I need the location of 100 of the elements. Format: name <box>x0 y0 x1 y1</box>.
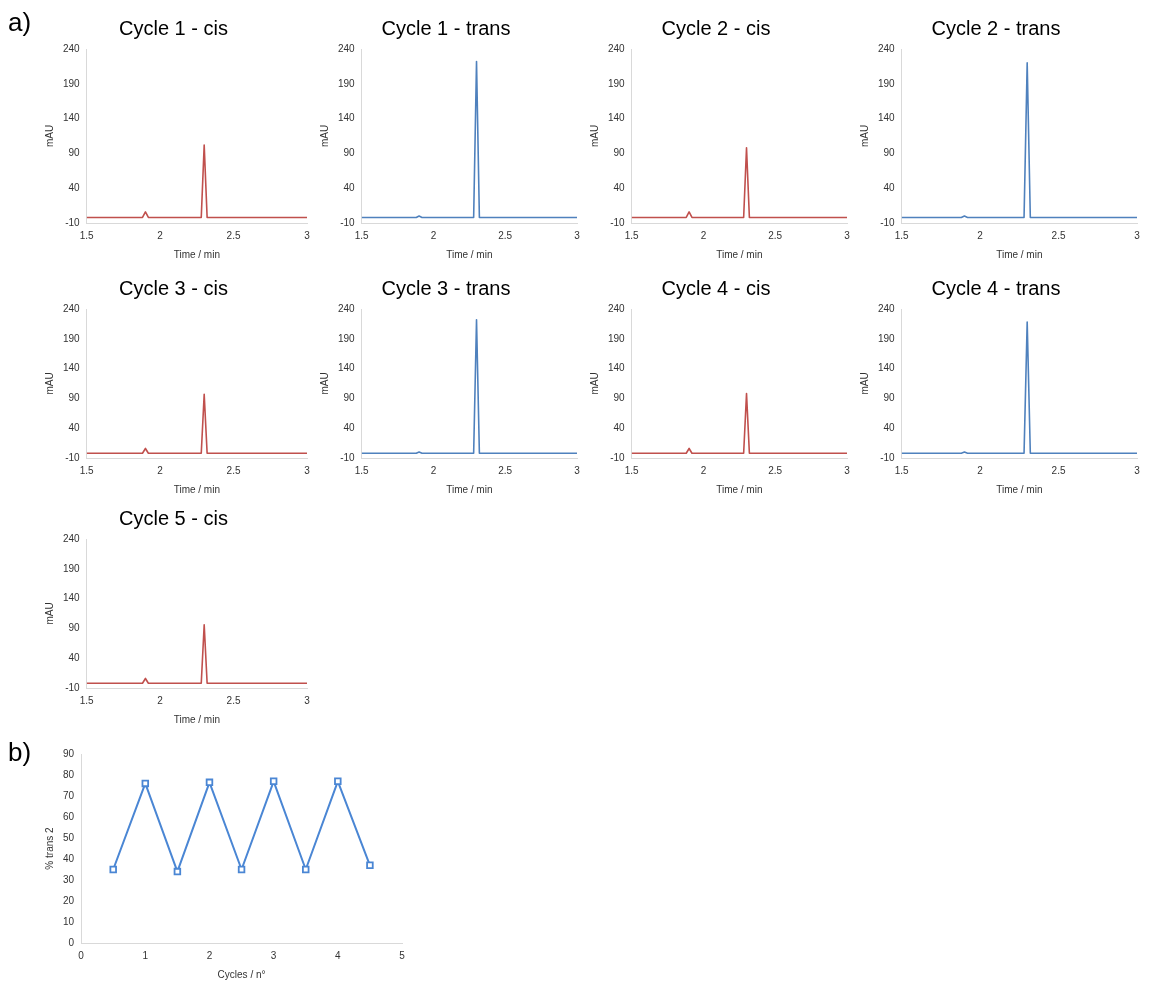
x-tick-label: 2 <box>157 464 164 476</box>
y-tick-label: 190 <box>878 77 896 89</box>
x-tick-label: 2.5 <box>226 694 241 706</box>
y-tick-label: -10 <box>340 451 356 463</box>
y-tick-label: 90 <box>883 147 896 159</box>
y-tick-label: 240 <box>878 42 896 54</box>
y-tick-label: -10 <box>65 681 81 693</box>
chart-title: Cycle 5 - cis <box>119 506 228 529</box>
y-tick-label: 90 <box>343 147 356 159</box>
text: b) <box>8 737 32 768</box>
x-tick-label: 2.5 <box>226 229 241 241</box>
y-tick-label: 30 <box>63 873 75 885</box>
y-axis-title: mAU <box>858 372 870 395</box>
y-tick-label: 240 <box>63 302 81 314</box>
y-tick-label: 240 <box>63 42 81 54</box>
y-tick-label: 50 <box>63 831 75 843</box>
x-tick-label: 2.5 <box>1051 464 1066 476</box>
y-tick-label: 40 <box>343 421 356 433</box>
x-tick-label: 4 <box>335 949 342 961</box>
y-tick-label: 240 <box>608 302 626 314</box>
y-tick-label: 90 <box>63 747 75 759</box>
text: a) <box>8 7 32 38</box>
chart-title: Cycle 3 - cis <box>119 276 228 299</box>
x-tick-label: 2.5 <box>226 464 241 476</box>
y-tick-label: 140 <box>608 112 626 124</box>
y-axis-title: mAU <box>588 124 600 148</box>
y-tick-label: 90 <box>68 622 81 634</box>
y-tick-label: 90 <box>613 392 626 404</box>
chart-title: Cycle 1 - trans <box>381 16 511 39</box>
y-tick-label: 140 <box>63 112 81 124</box>
y-tick-label: 40 <box>68 651 81 663</box>
y-axis-title: mAU <box>318 124 330 148</box>
y-tick-label: 190 <box>338 77 356 89</box>
point <box>366 861 374 870</box>
x-tick-label: 2 <box>157 694 164 706</box>
y-tick-label: 0 <box>68 936 75 948</box>
y-tick-label: 240 <box>338 302 356 314</box>
x-tick-label: 2.5 <box>498 464 513 476</box>
chart-title: Cycle 4 - trans <box>931 276 1061 299</box>
x-tick-label: 3 <box>574 464 581 476</box>
x-axis-title: Time / min <box>446 248 493 260</box>
x-tick-label: 2 <box>157 229 164 241</box>
x-tick-label: 2.5 <box>1051 229 1066 241</box>
x-tick-label: 3 <box>304 464 311 476</box>
point <box>269 777 278 786</box>
x-tick-label: 3 <box>844 464 851 476</box>
y-tick-label: 40 <box>63 852 75 864</box>
x-axis-title: Time / min <box>173 483 220 495</box>
y-tick-label: 190 <box>63 332 81 344</box>
x-tick-label: 2 <box>206 949 213 961</box>
x-tick-label: 2 <box>700 464 707 476</box>
y-axis-title: mAU <box>43 372 55 395</box>
x-tick-label: 2 <box>430 464 437 476</box>
x-tick-label: 2 <box>977 229 984 241</box>
y-tick-label: 60 <box>63 810 75 822</box>
x-tick-label: 1.5 <box>624 229 640 241</box>
y-tick-label: 240 <box>338 42 356 54</box>
x-axis-title: Cycles / n° <box>217 968 266 980</box>
y-tick-label: -10 <box>610 451 626 463</box>
x-tick-label: 3 <box>270 949 277 961</box>
x-axis-title: Time / min <box>173 713 220 725</box>
y-tick-label: -10 <box>65 451 81 463</box>
x-tick-label: 2.5 <box>498 229 513 241</box>
y-axis-title: mAU <box>318 372 330 395</box>
y-tick-label: 240 <box>878 302 896 314</box>
y-tick-label: -10 <box>880 451 896 463</box>
x-tick-label: 1.5 <box>79 464 95 476</box>
y-tick-label: 90 <box>68 392 81 404</box>
x-tick-label: 1.5 <box>624 464 640 476</box>
y-axis-title: mAU <box>858 124 870 148</box>
y-tick-label: 80 <box>63 768 75 780</box>
y-tick-label: 90 <box>883 392 896 404</box>
y-tick-label: 40 <box>68 421 81 433</box>
x-tick-label: 2.5 <box>768 229 783 241</box>
y-tick-label: 190 <box>338 332 356 344</box>
y-tick-label: 190 <box>608 77 626 89</box>
x-axis-title: Time / min <box>716 483 763 495</box>
x-tick-label: 3 <box>1134 229 1141 241</box>
y-axis-title: mAU <box>588 372 600 395</box>
x-tick-label: 1.5 <box>79 694 95 706</box>
y-axis-title: mAU <box>43 602 55 625</box>
y-tick-label: 40 <box>883 181 896 193</box>
point <box>237 865 246 874</box>
x-tick-label: 2 <box>700 229 707 241</box>
y-tick-label: 140 <box>338 362 356 374</box>
y-tick-label: 40 <box>613 181 626 193</box>
x-axis-title: Time / min <box>173 248 220 260</box>
x-tick-label: 3 <box>844 229 851 241</box>
y-tick-label: 140 <box>63 362 81 374</box>
x-tick-label: 1.5 <box>354 464 370 476</box>
y-tick-label: 90 <box>68 147 81 159</box>
x-tick-label: 2 <box>977 464 984 476</box>
y-tick-label: -10 <box>610 216 626 228</box>
chart-title: Cycle 2 - cis <box>661 16 771 39</box>
point <box>334 777 342 786</box>
y-tick-label: 190 <box>608 332 626 344</box>
y-tick-label: 40 <box>343 181 356 193</box>
y-tick-label: 140 <box>608 362 626 374</box>
chart-title: Cycle 1 - cis <box>119 16 228 39</box>
y-tick-label: -10 <box>880 216 896 228</box>
